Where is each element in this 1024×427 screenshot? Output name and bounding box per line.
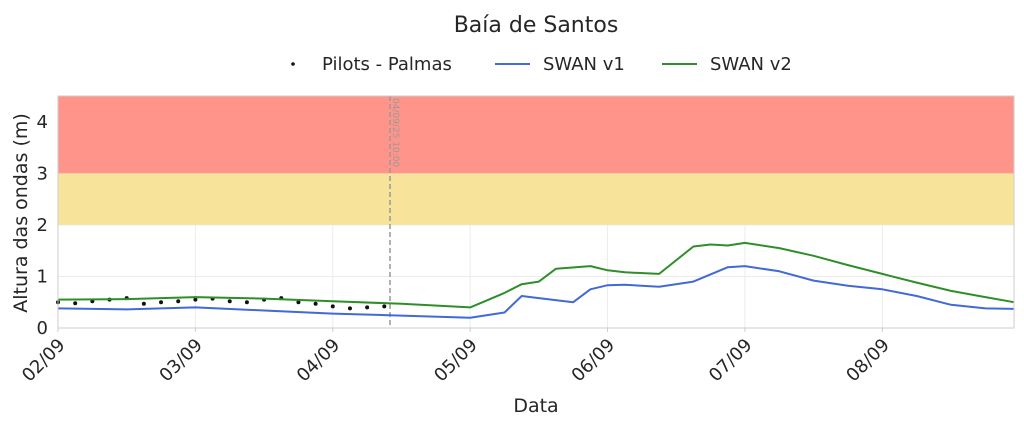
y-tick-label: 3 xyxy=(37,163,48,184)
series xyxy=(56,241,1015,319)
x-tick-label: 07/09 xyxy=(705,335,757,387)
y-tick-label: 1 xyxy=(37,266,48,287)
forecast-start-label: 04/09/25 10:00 xyxy=(390,98,400,167)
x-tick-label: 02/09 xyxy=(18,335,70,387)
pilots-point xyxy=(347,306,352,311)
y-tick-label: 2 xyxy=(37,215,48,236)
series-swan-v1-line xyxy=(57,265,1015,319)
pilots-point xyxy=(141,301,146,306)
pilots-point xyxy=(313,301,318,306)
x-tick-label: 04/09 xyxy=(293,335,345,387)
plot-border xyxy=(57,95,1015,329)
red-alert-band xyxy=(58,96,1014,174)
plot-frame xyxy=(57,95,1015,329)
x-axis-label: Data xyxy=(513,395,558,417)
legend-label-swan-v2: SWAN v2 xyxy=(710,54,792,75)
risk-bands xyxy=(58,96,1014,225)
x-tick-label: 03/09 xyxy=(155,335,207,387)
chart-title: Baía de Santos xyxy=(454,13,619,38)
legend: Pilots - Palmas SWAN v1 SWAN v2 xyxy=(291,54,792,75)
pilots-point xyxy=(244,300,249,305)
pilots-point xyxy=(365,305,370,310)
pilots-point xyxy=(382,304,387,309)
pilots-point xyxy=(193,297,198,302)
legend-marker-pilots xyxy=(291,62,295,66)
pilots-point xyxy=(73,301,78,306)
legend-label-pilots: Pilots - Palmas xyxy=(322,54,452,75)
pilots-point xyxy=(330,304,335,309)
y-axis-label: Altura das ondas (m) xyxy=(10,113,32,313)
x-tick-label: 06/09 xyxy=(568,335,620,387)
pilots-point xyxy=(296,300,301,305)
y-tick-label: 4 xyxy=(37,112,48,133)
pilots-point xyxy=(176,299,181,304)
legend-label-swan-v1: SWAN v1 xyxy=(543,54,625,75)
x-tick-label: 05/09 xyxy=(430,335,482,387)
x-tick-label: 08/09 xyxy=(842,335,894,387)
x-tick-labels: 02/09 03/09 04/09 05/09 06/09 07/09 08/09 xyxy=(18,328,894,386)
pilots-point xyxy=(227,299,232,304)
y-tick-label: 0 xyxy=(37,318,48,339)
yellow-alert-band xyxy=(58,173,1014,225)
forecast-start-marker: 04/09/25 10:00 xyxy=(389,96,400,328)
series-swan-v2-line xyxy=(57,241,1015,309)
y-tick-labels: 0 1 2 3 4 xyxy=(37,112,48,339)
pilots-point xyxy=(159,300,164,305)
